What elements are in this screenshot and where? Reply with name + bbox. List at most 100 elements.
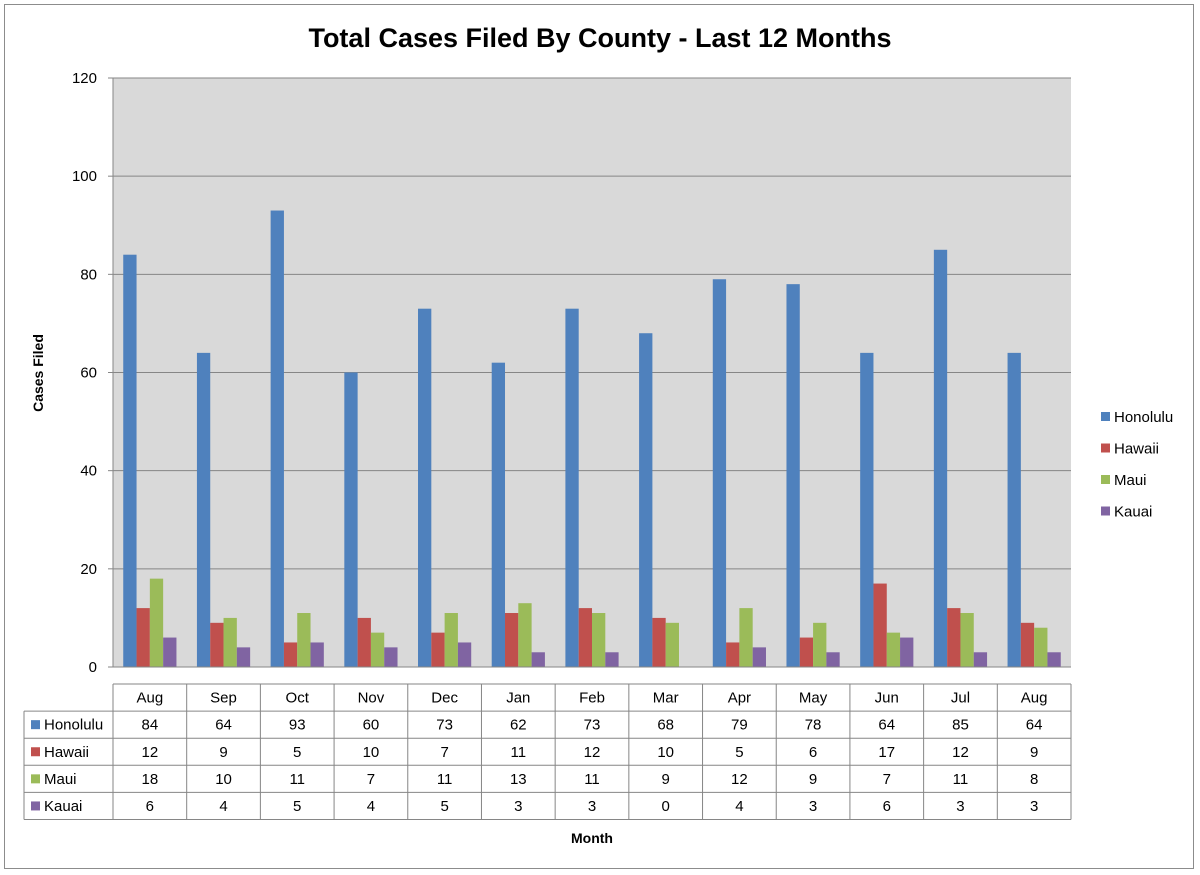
bar-hawaii-feb — [578, 608, 592, 667]
table-cell: 11 — [584, 771, 600, 788]
bar-maui-oct — [297, 613, 311, 667]
table-cell: 7 — [440, 744, 448, 761]
table-legend-key — [31, 747, 40, 757]
data-table: Aug Sep Oct Nov Dec Jan Feb Mar Apr May Jun Jul Aug H… — [23, 683, 1072, 820]
table-cell: 85 — [952, 717, 969, 734]
bar-maui-nov — [370, 632, 385, 667]
table-cell: 4 — [219, 798, 227, 815]
table-cell: 64 — [878, 717, 895, 734]
table-cell: 9 — [662, 771, 670, 788]
bar-maui-mar — [665, 622, 679, 667]
table-cell: 9 — [219, 744, 227, 761]
table-legend-key — [31, 720, 40, 730]
table-cell: 79 — [731, 717, 748, 734]
table-cell: 93 — [289, 717, 306, 734]
bar-hawaii-aug — [1020, 622, 1035, 667]
table-row-label: Kauai — [44, 798, 82, 815]
table-cell: 12 — [731, 771, 748, 788]
table-cell: 5 — [293, 744, 301, 761]
y-tick-label: 120 — [72, 70, 97, 87]
y-tick-label: 80 — [80, 266, 97, 283]
legend-swatch — [1101, 443, 1110, 453]
table-cell: 60 — [363, 717, 380, 734]
y-tick-label: 20 — [80, 561, 97, 578]
table-cell: 12 — [584, 744, 601, 761]
bar-honolulu-mar — [639, 333, 653, 667]
bar-honolulu-jul — [933, 249, 948, 667]
bar-honolulu-jun — [860, 352, 874, 667]
table-cell: 5 — [735, 744, 743, 761]
x-tick-label: Jan — [506, 690, 530, 707]
table-cell: 64 — [215, 717, 232, 734]
table-cell: 62 — [510, 717, 527, 734]
table-cell: 11 — [437, 771, 453, 788]
table-row-label: Maui — [44, 771, 77, 788]
bar-maui-apr — [739, 608, 753, 667]
table-cell: 17 — [878, 744, 895, 761]
table-cell: 7 — [883, 771, 891, 788]
bar-kauai-feb — [605, 652, 619, 667]
table-cell: 10 — [363, 744, 380, 761]
table-cell: 9 — [809, 771, 817, 788]
table-cell: 84 — [142, 717, 159, 734]
legend-label: Maui — [1114, 472, 1147, 489]
bar-hawaii-jul — [947, 608, 961, 667]
bar-honolulu-aug — [123, 254, 137, 667]
table-row-label: Honolulu — [44, 717, 103, 734]
x-tick-label: Aug — [136, 690, 163, 707]
bar-honolulu-oct — [270, 210, 284, 667]
bar-kauai-may — [826, 652, 840, 667]
bar-hawaii-nov — [357, 617, 371, 667]
y-axis-title: Cases Filed — [30, 334, 46, 412]
table-cell: 11 — [289, 771, 305, 788]
x-tick-label: Feb — [579, 690, 605, 707]
bar-maui-aug — [1034, 627, 1048, 667]
bar-honolulu-feb — [565, 308, 579, 667]
table-cell: 3 — [809, 798, 817, 815]
bar-honolulu-dec — [418, 308, 432, 667]
table-cell: 78 — [805, 717, 822, 734]
bar-hawaii-jan — [505, 613, 519, 667]
y-tick-label: 60 — [80, 365, 97, 382]
table-cell: 6 — [883, 798, 891, 815]
table-cell: 10 — [657, 744, 674, 761]
chart-title: Total Cases Filed By County - Last 12 Mo… — [308, 23, 891, 53]
y-tick-label: 40 — [80, 463, 97, 480]
table-cell: 10 — [215, 771, 232, 788]
table-cell: 11 — [953, 771, 969, 788]
bar-honolulu-jan — [491, 362, 506, 667]
bar-maui-jan — [518, 603, 532, 667]
bar-honolulu-nov — [344, 372, 358, 667]
bar-kauai-aug — [163, 637, 177, 667]
bar-hawaii-oct — [283, 642, 298, 667]
x-tick-label: Jul — [951, 690, 970, 707]
bar-kauai-jun — [900, 637, 914, 667]
table-cell: 12 — [952, 744, 969, 761]
x-tick-label: Sep — [210, 690, 237, 707]
table-cell: 5 — [440, 798, 448, 815]
table-cell: 0 — [662, 798, 670, 815]
bar-maui-jun — [886, 632, 901, 667]
bar-maui-dec — [444, 613, 458, 667]
legend-swatch — [1101, 506, 1110, 516]
x-tick-label: Mar — [653, 690, 679, 707]
bar-honolulu-aug — [1007, 352, 1021, 667]
table-cell: 12 — [142, 744, 159, 761]
x-tick-label: May — [799, 690, 828, 707]
table-cell: 11 — [511, 744, 527, 761]
bar-hawaii-apr — [726, 642, 740, 667]
x-tick-label: Nov — [358, 690, 385, 707]
bar-kauai-jul — [973, 652, 988, 667]
y-tick-label: 0 — [89, 659, 97, 676]
legend-swatch — [1101, 475, 1110, 484]
x-tick-label: Jun — [875, 690, 899, 707]
table-cell: 5 — [293, 798, 301, 815]
bar-hawaii-dec — [431, 632, 445, 667]
bar-kauai-dec — [457, 642, 472, 667]
bar-kauai-apr — [752, 647, 766, 667]
y-tick-label: 100 — [72, 168, 97, 185]
table-cell: 7 — [367, 771, 375, 788]
y-axis-ticks: 0 20 40 60 80 100 120 — [72, 70, 113, 676]
table-cell: 3 — [1030, 798, 1038, 815]
